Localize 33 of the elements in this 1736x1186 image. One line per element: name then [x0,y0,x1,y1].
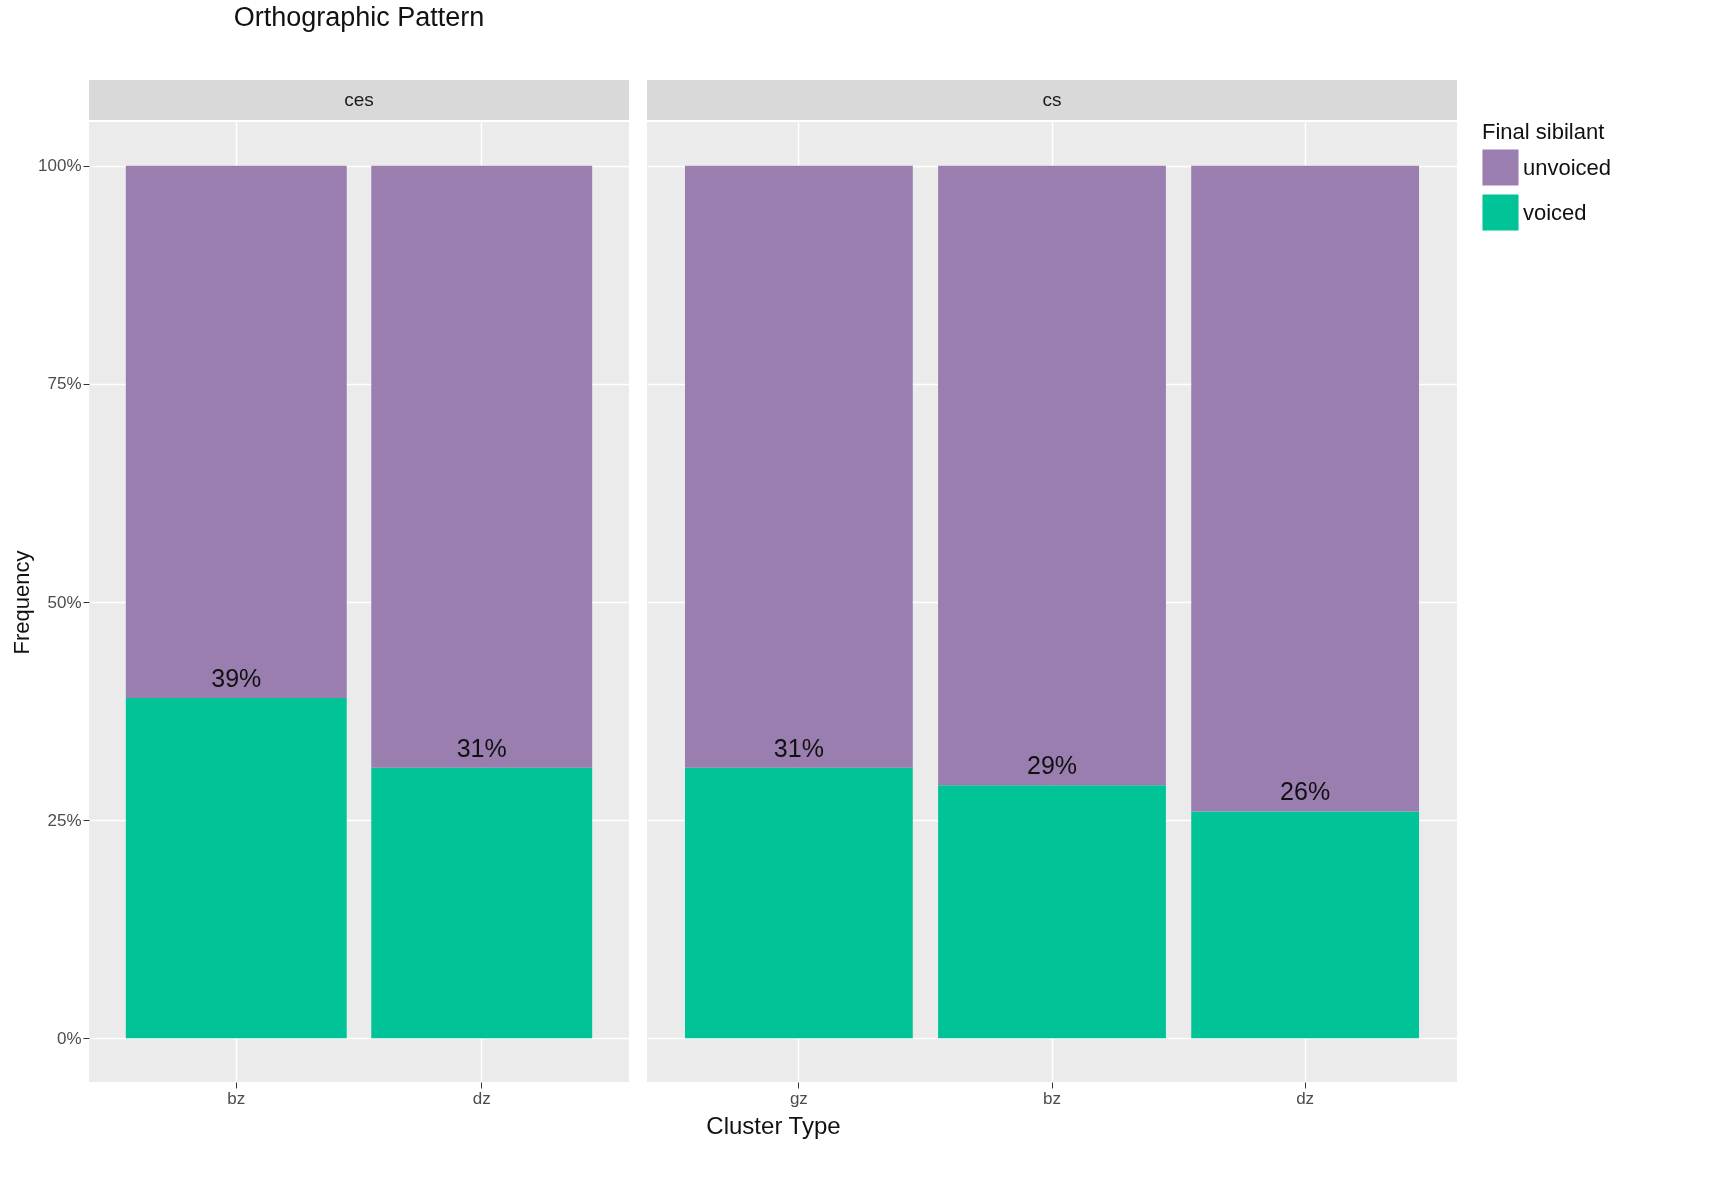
legend-label: voiced [1523,199,1587,225]
bar [938,165,1166,786]
bar [684,165,913,768]
x-tick-label: bz [1043,1088,1061,1108]
data-label: 31% [773,733,824,762]
chart-subtitle: cs [1042,89,1062,110]
data-label: 26% [1280,777,1331,806]
y-tick-label: 100% [38,156,82,176]
data-label: 31% [456,733,507,762]
chart-title: Orthographic Pattern [233,2,485,32]
bar [684,767,913,1039]
bar [938,785,1166,1039]
bar [371,767,593,1039]
x-tick-label: bz [227,1088,246,1108]
bar [125,698,347,1039]
y-tick-label: 0% [56,1028,82,1048]
y-tick-label: 75% [47,374,82,394]
y-tick-label: 50% [47,592,82,612]
data-label: 29% [1026,751,1078,780]
data-label: 39% [211,664,262,692]
bar [1191,165,1420,812]
chart-subtitle: ces [344,89,374,110]
y-tick-label: 25% [47,810,82,830]
x-tick-label: dz [1296,1088,1315,1108]
legend-label: unvoiced [1523,154,1612,180]
x-tick-label: gz [789,1088,808,1108]
legend-title: Final sibilant [1482,119,1605,144]
x-tick-label: dz [472,1088,491,1108]
bar [1191,811,1420,1039]
bar [125,165,347,698]
x-axis-title: Cluster Type [706,1111,841,1139]
y-axis-title: Frequency [9,550,35,655]
bar [371,165,593,768]
